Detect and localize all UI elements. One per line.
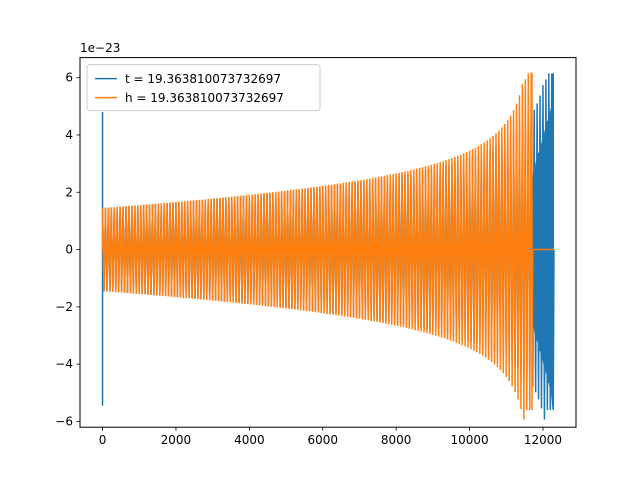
y-tick-label: 6: [65, 71, 73, 85]
x-axis: 0 2000 4000 6000 8000 10000 12000: [99, 427, 562, 447]
x-tick-label: 2000: [161, 433, 192, 447]
x-tick-label: 10000: [450, 433, 488, 447]
legend-label: h = 19.363810073732697: [125, 91, 284, 105]
x-tick-label: 6000: [307, 433, 338, 447]
legend-box: [86, 64, 321, 112]
y-tick-label: 2: [65, 185, 73, 199]
x-tick-label: 4000: [234, 433, 265, 447]
series-layer: [101, 72, 555, 420]
y-tick-label: −4: [55, 357, 73, 371]
y-tick-label: 4: [65, 128, 73, 142]
legend-label: t = 19.363810073732697: [125, 72, 281, 86]
y-tick-label: 0: [65, 243, 73, 257]
x-tick-label: 12000: [524, 433, 562, 447]
x-tick-label: 8000: [381, 433, 412, 447]
y-tick-label: −2: [55, 300, 73, 314]
axes-frame: [79, 57, 577, 428]
legend: t = 19.363810073732697 h = 19.36381007373…: [86, 64, 321, 112]
y-axis: −6 −4 −2 0 2 4 6: [55, 71, 80, 428]
series-line-1: [101, 72, 554, 420]
y-tick-label: −6: [55, 414, 73, 428]
x-tick-label: 0: [99, 433, 107, 447]
y-offset-text: 1e−23: [80, 41, 120, 55]
